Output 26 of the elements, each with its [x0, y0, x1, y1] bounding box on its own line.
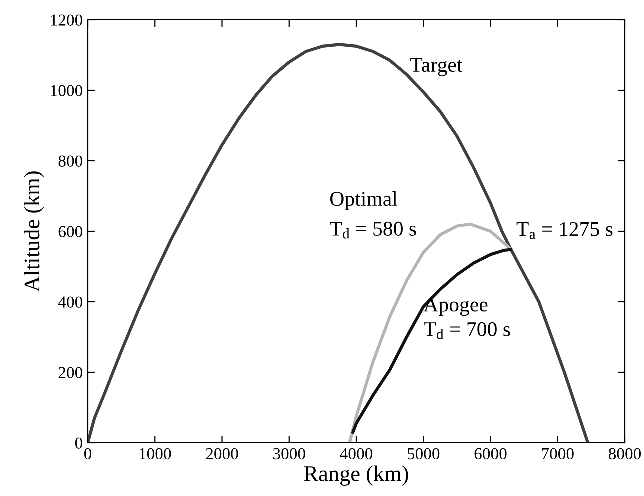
text: Optimal: [330, 191, 398, 210]
y-tick-label: 600: [58, 226, 83, 238]
x-tick-label: 8000: [608, 448, 642, 460]
x-tick-label: 7000: [542, 448, 574, 460]
annotation: T$_{d}$ = 700 s: [424, 322, 510, 340]
y-tick-label: 200: [58, 367, 83, 378]
line-series: [348, 222, 512, 443]
series-label: Target: [410, 58, 463, 76]
x-tick-label: 1000: [140, 448, 172, 460]
y-tick-label: 400: [58, 296, 83, 308]
series-label: Apogee: [424, 298, 488, 316]
y-tick-label: 800: [58, 156, 83, 167]
annotation: T$_{d}$ = 580 s: [330, 222, 416, 239]
x-tick-label: 2000: [206, 448, 238, 460]
y-tick-label: 1200: [51, 14, 83, 26]
annotation: T$_{a}$ = 1275 s: [516, 222, 613, 240]
x-tick-label: 6000: [474, 448, 507, 460]
y-tick-label: 1000: [51, 85, 83, 96]
y-tick-label: 0: [75, 438, 83, 449]
x-tick-label: 4000: [340, 448, 373, 460]
x-tick-label: 5000: [408, 448, 440, 460]
x-tick-label: 0: [84, 448, 92, 460]
x-tick-label: 3000: [274, 448, 306, 460]
x-axis-title: Range (km): [304, 466, 408, 486]
line-series: [352, 248, 512, 434]
y-axis-title: Altitude (km): [24, 172, 44, 292]
